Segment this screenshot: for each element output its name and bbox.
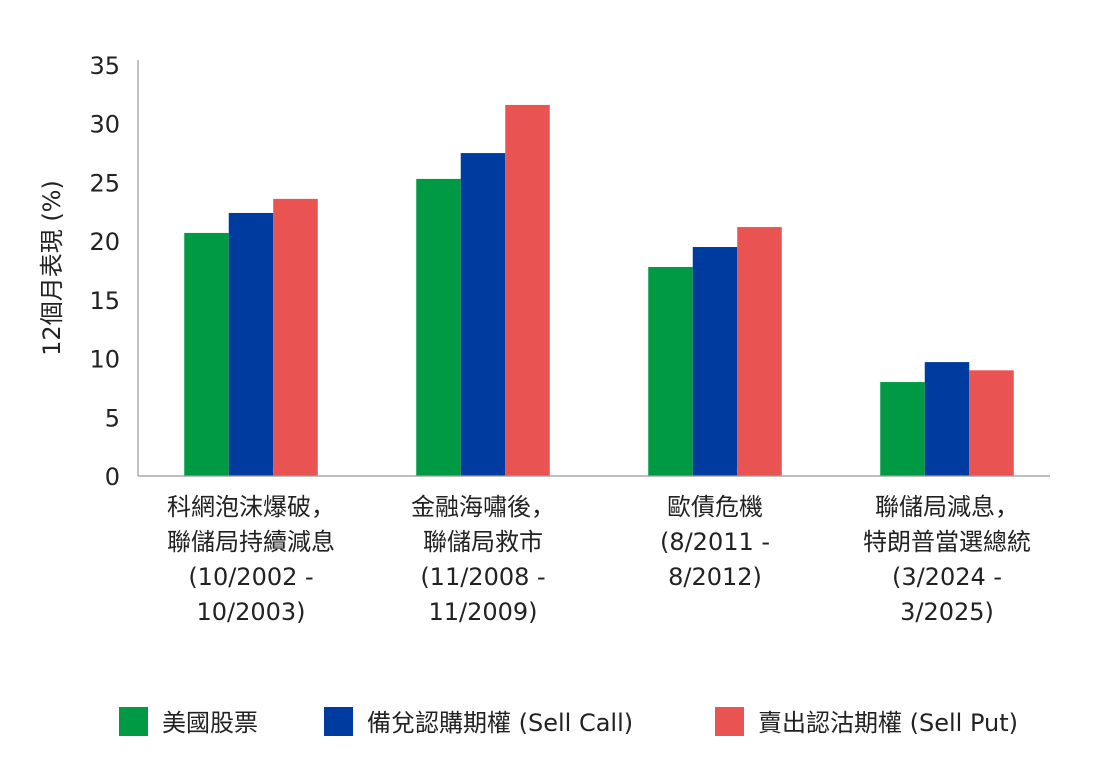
x-category-label: 金融海嘯後， 聯儲局救市 (11/2008 - 11/2009) xyxy=(411,493,555,626)
x-category-label-line: (3/2024 - xyxy=(892,563,1002,591)
bar xyxy=(460,153,506,477)
y-tick-label: 20 xyxy=(89,228,120,256)
legend-label: 備兌認購期權 (Sell Call) xyxy=(367,709,633,737)
x-category-label-line: 聯儲局減息， xyxy=(875,493,1019,521)
bar xyxy=(692,247,738,476)
x-category-label-line: (10/2002 - xyxy=(188,563,313,591)
bar xyxy=(969,370,1014,476)
x-category-label: 科網泡沫爆破， 聯儲局持續減息 (10/2002 - 10/2003) xyxy=(167,493,335,626)
x-category-label: 聯儲局減息， 特朗普當選總統 (3/2024 - 3/2025) xyxy=(863,493,1031,626)
bar xyxy=(228,212,274,476)
x-category-label-line: 聯儲局救市 xyxy=(423,528,543,556)
x-category-label-line: 11/2009) xyxy=(428,598,537,626)
x-category-label-line: 歐債危機 xyxy=(667,493,763,521)
y-axis-title: 12個月表現 (%) xyxy=(38,180,66,356)
x-category-label-line: 3/2025) xyxy=(900,598,994,626)
legend-label: 美國股票 xyxy=(162,709,258,737)
x-category-label-line: (11/2008 - xyxy=(420,563,545,591)
bar xyxy=(273,198,318,476)
y-axis: 0 5 10 15 20 25 30 35 xyxy=(89,52,139,491)
y-tick-label: 5 xyxy=(105,404,120,432)
bar xyxy=(880,382,925,476)
legend: 美國股票 備兌認購期權 (Sell Call) 賣出認沽期權 (Sell Put) xyxy=(119,707,1018,737)
x-category-label-line: 金融海嘯後， xyxy=(411,493,555,521)
x-category-label-line: 科網泡沫爆破， xyxy=(167,493,335,521)
bar xyxy=(924,362,970,476)
x-category-label-line: (8/2011 - xyxy=(660,528,770,556)
y-tick-label: 0 xyxy=(105,463,120,491)
y-tick-label: 35 xyxy=(89,52,120,80)
bar xyxy=(184,232,229,476)
y-tick-label: 30 xyxy=(89,111,120,139)
x-category-label-line: 特朗普當選總統 xyxy=(863,528,1031,556)
x-category-label-line: 8/2012) xyxy=(668,563,762,591)
y-tick-label: 25 xyxy=(89,169,120,197)
legend-swatch xyxy=(119,707,148,736)
legend-label: 賣出認沽期權 (Sell Put) xyxy=(758,709,1018,737)
bar xyxy=(505,104,550,476)
legend-swatch xyxy=(715,707,744,736)
x-category-label-line: 聯儲局持續減息 xyxy=(167,528,335,556)
legend-swatch xyxy=(324,707,353,736)
y-tick-label: 10 xyxy=(89,346,120,374)
bar xyxy=(648,266,693,476)
x-category-label-line: 10/2003) xyxy=(196,598,305,626)
y-tick-label: 15 xyxy=(89,287,120,315)
bars xyxy=(184,104,1014,477)
x-axis: 科網泡沫爆破， 聯儲局持續減息 (10/2002 - 10/2003) 金融海嘯後， 聯儲… xyxy=(138,475,1050,626)
x-category-label: 歐債危機 (8/2011 - 8/2012) xyxy=(660,493,770,591)
bar xyxy=(737,227,782,476)
bar xyxy=(416,178,461,477)
